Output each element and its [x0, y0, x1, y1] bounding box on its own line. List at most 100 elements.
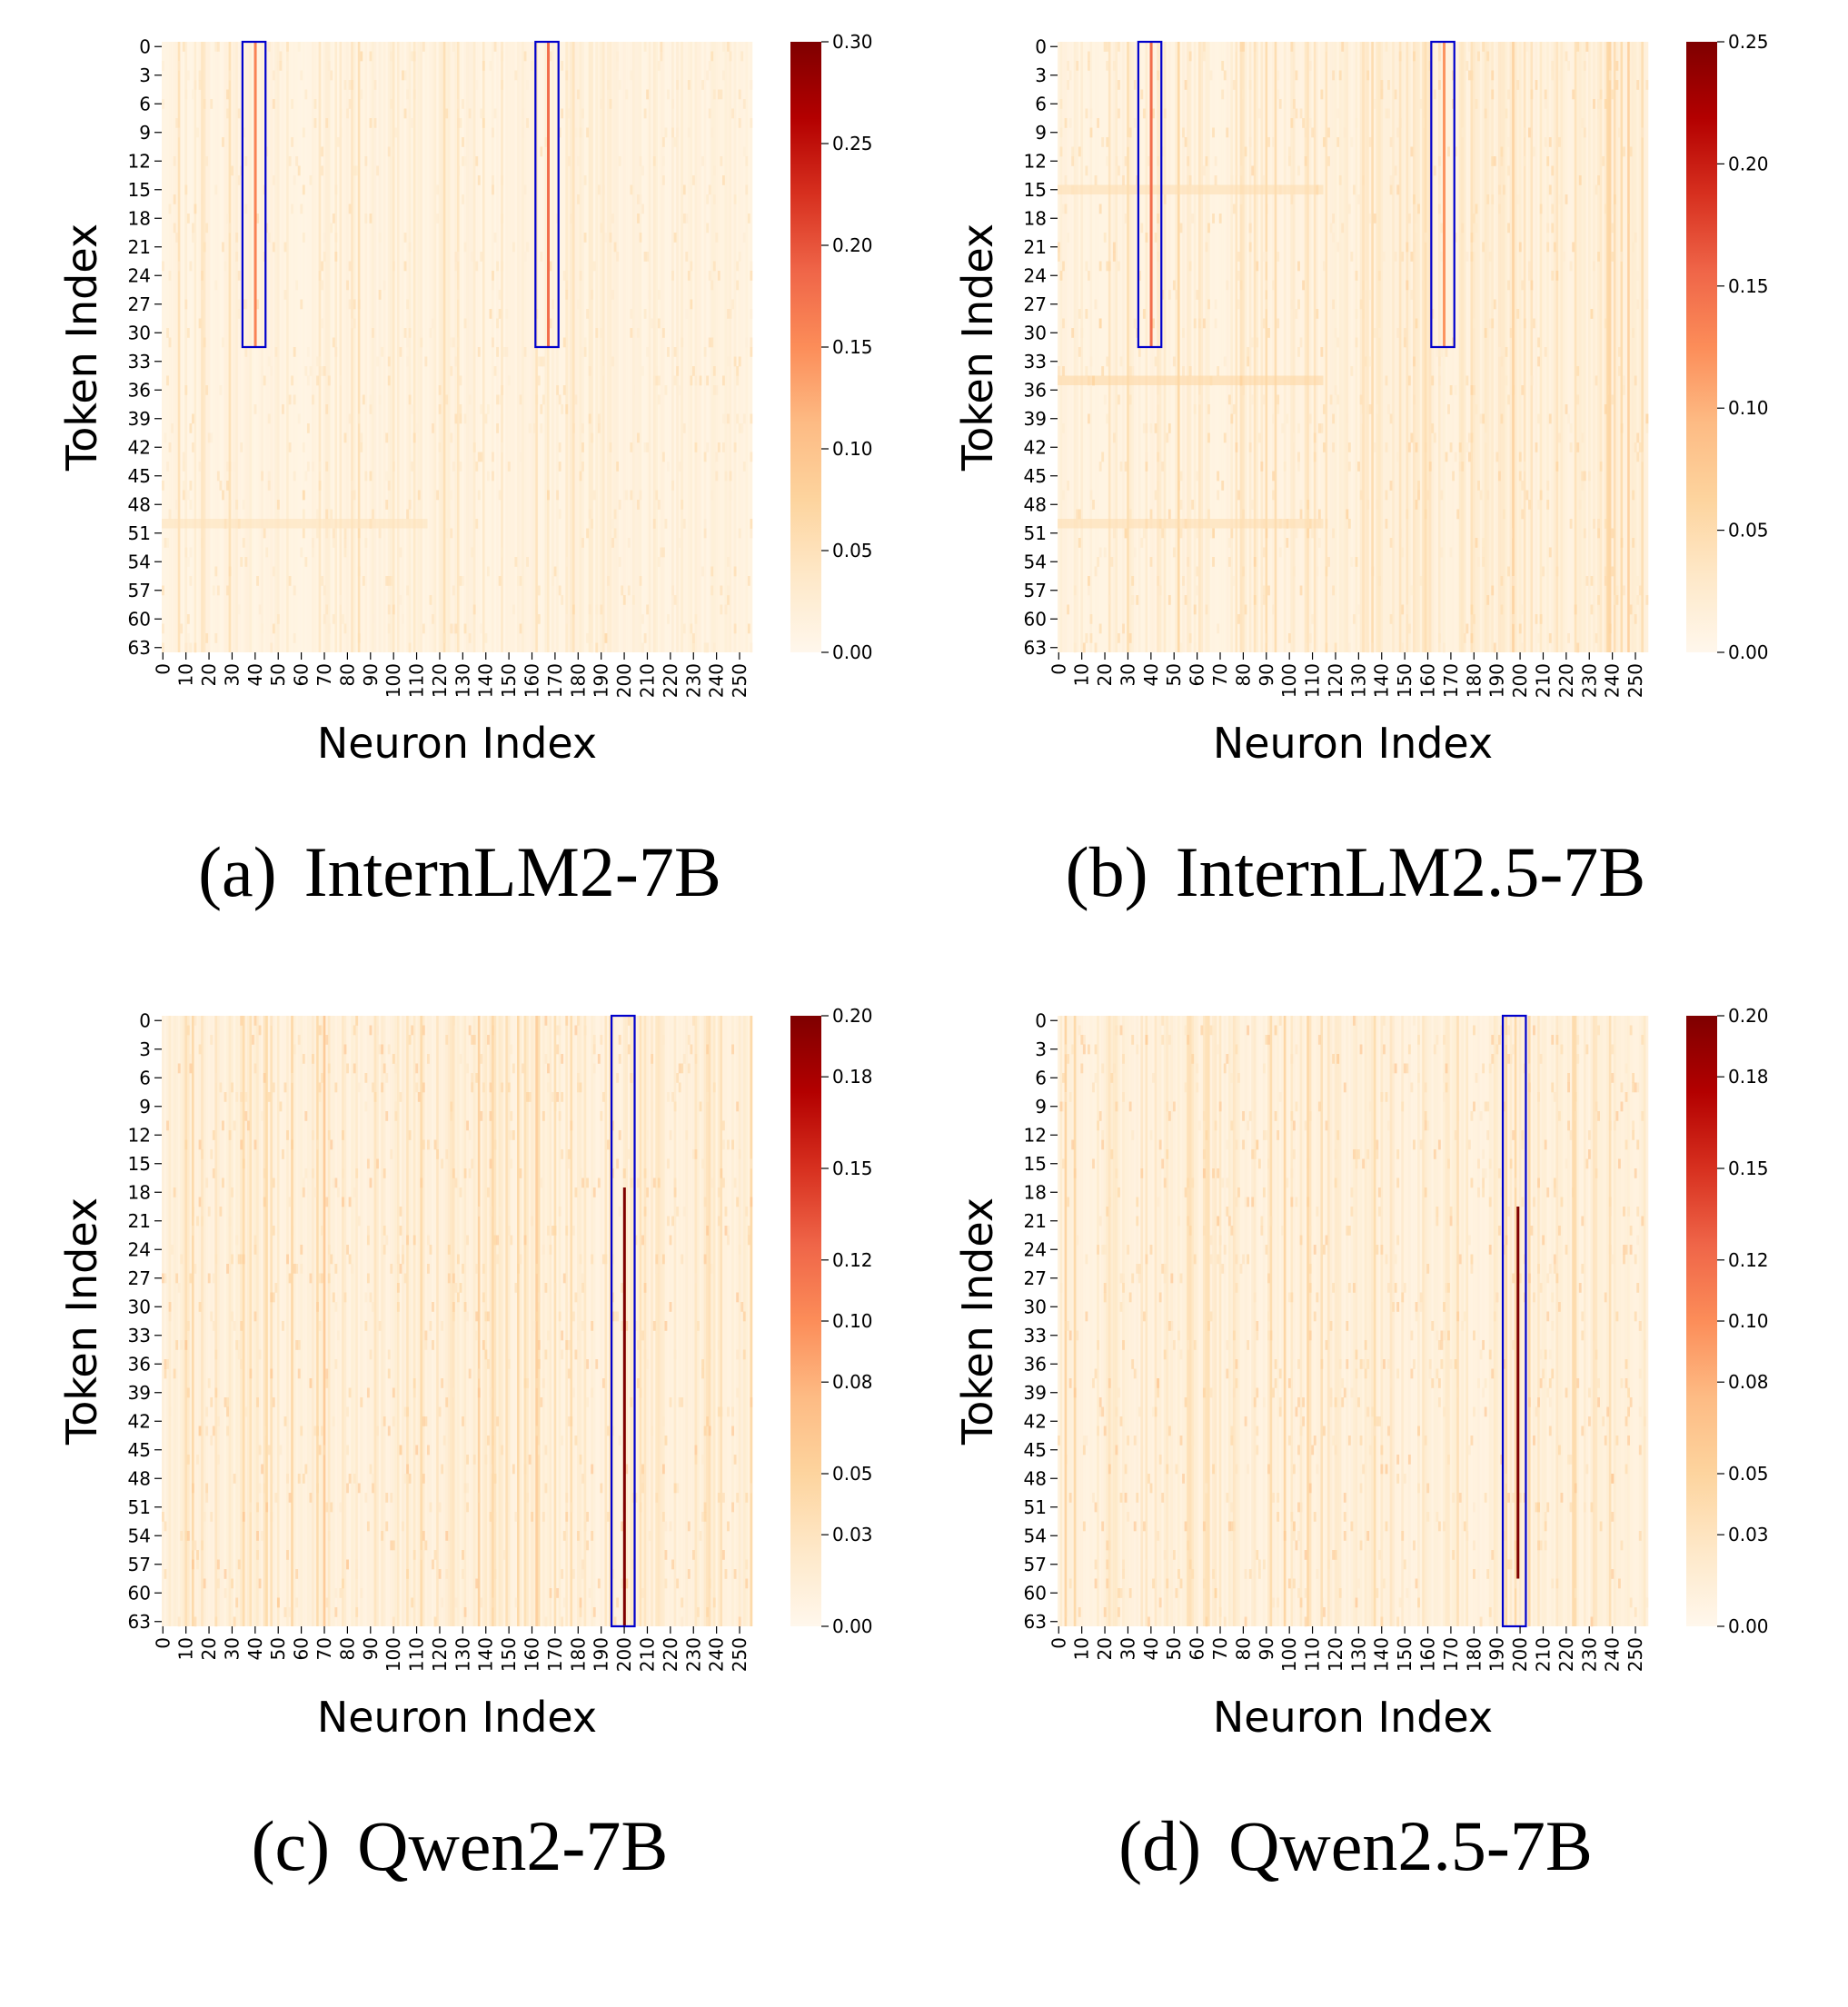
heatmap-cell: [1597, 528, 1600, 539]
heatmap-cell: [526, 1378, 530, 1388]
heatmap-cell: [694, 442, 698, 452]
heatmap-column: [597, 1016, 601, 1626]
heatmap-cell: [669, 1521, 672, 1532]
heatmap-cell: [1230, 175, 1234, 185]
heatmap-cell: [1308, 118, 1312, 128]
heatmap-column: [1454, 42, 1457, 652]
heatmap-cell: [1473, 214, 1475, 224]
heatmap-cell: [1267, 1321, 1270, 1331]
heatmap-cell: [1407, 214, 1411, 224]
heatmap-cell: [1583, 471, 1586, 482]
heatmap-cell: [738, 1149, 741, 1159]
heatmap-cell: [1482, 538, 1485, 548]
heatmap-cell: [445, 1149, 449, 1159]
heatmap-column: [1488, 42, 1492, 652]
heatmap-cell: [1458, 442, 1462, 452]
heatmap-cell: [1256, 1321, 1259, 1331]
colorbar-tick-label: 0.20: [832, 234, 873, 256]
heatmap-cell: [621, 1521, 624, 1532]
heatmap-column: [233, 42, 236, 652]
heatmap-cell: [173, 223, 176, 233]
heatmap-column: [1620, 1016, 1624, 1626]
heatmap-cell: [457, 337, 460, 348]
heatmap-cell: [625, 490, 629, 501]
heatmap-cell: [318, 99, 322, 109]
heatmap-cell: [498, 290, 502, 300]
heatmap-cell: [706, 1416, 710, 1426]
heatmap-cell: [1437, 204, 1441, 214]
heatmap-cell: [1212, 1025, 1215, 1036]
heatmap-cell: [270, 1016, 273, 1026]
heatmap-cell: [1226, 127, 1229, 138]
x-tick-label: 60: [1187, 663, 1208, 686]
heatmap-cell: [570, 1502, 573, 1513]
heatmap-column: [514, 1016, 518, 1626]
heatmap-column: [1377, 42, 1381, 652]
heatmap-cell: [1106, 1207, 1109, 1217]
heatmap-column: [422, 42, 425, 652]
heatmap-panel-d: 0369121518212427303336394245485154576063…: [953, 1005, 1769, 1885]
heatmap-column: [1237, 42, 1240, 652]
heatmap-cell: [1098, 1216, 1102, 1227]
heatmap-cell: [462, 194, 464, 204]
x-tick-label: 250: [1624, 663, 1646, 698]
heatmap-cell: [1085, 261, 1088, 272]
heatmap-column: [173, 42, 176, 652]
heatmap-cell: [667, 1158, 670, 1169]
heatmap-cell: [353, 165, 356, 176]
heatmap-cell: [1445, 1082, 1448, 1093]
heatmap-column: [394, 42, 398, 652]
heatmap-cell: [1611, 204, 1615, 214]
heatmap-cell: [618, 1436, 621, 1446]
heatmap-cell: [1145, 423, 1148, 433]
heatmap-cell: [1380, 1616, 1384, 1627]
heatmap-cell: [579, 271, 582, 281]
heatmap-cell: [360, 51, 363, 62]
heatmap-cell: [1473, 318, 1475, 329]
heatmap-cell: [487, 566, 490, 577]
heatmap-column: [519, 42, 522, 652]
heatmap-cell: [1428, 1368, 1432, 1379]
heatmap-cell: [214, 1387, 218, 1398]
heatmap-cell: [1638, 1406, 1642, 1417]
heatmap-cell: [369, 404, 373, 414]
heatmap-cell: [454, 356, 458, 367]
heatmap-cell: [1244, 1197, 1247, 1207]
y-tick-label: 18: [128, 207, 151, 229]
heatmap-cell: [1587, 471, 1591, 482]
heatmap-cell: [233, 1474, 236, 1484]
heatmap-cell: [1187, 1340, 1190, 1350]
heatmap-cell: [1507, 394, 1510, 405]
heatmap-cell: [706, 442, 710, 452]
heatmap-cell: [166, 1359, 169, 1369]
heatmap-cell: [1355, 1368, 1358, 1379]
heatmap-cell: [1359, 1044, 1363, 1055]
heatmap-cell: [1287, 1378, 1291, 1388]
heatmap-cell: [203, 1512, 206, 1522]
heatmap-cell: [249, 1502, 253, 1513]
heatmap-cell: [1347, 519, 1351, 529]
heatmap-column: [1197, 42, 1201, 652]
heatmap-cell: [323, 252, 326, 262]
heatmap-column: [1581, 42, 1585, 652]
heatmap-cell: [1212, 1464, 1215, 1475]
heatmap-cell: [1136, 1216, 1139, 1227]
heatmap-cell: [1537, 1502, 1540, 1513]
heatmap-cell: [1058, 1436, 1060, 1446]
heatmap-cell: [678, 538, 681, 548]
heatmap-column: [1128, 1016, 1132, 1626]
heatmap-column: [396, 1016, 400, 1626]
heatmap-cell: [1232, 80, 1236, 90]
heatmap-cell: [710, 280, 714, 291]
heatmap-column: [362, 42, 365, 652]
heatmap-column: [286, 42, 289, 652]
heatmap-cell: [1327, 127, 1330, 138]
heatmap-cell: [631, 1559, 635, 1570]
heatmap-cell: [625, 1321, 629, 1331]
heatmap-cell: [466, 1455, 469, 1465]
heatmap-cell: [657, 1177, 661, 1188]
heatmap-column: [592, 42, 596, 652]
heatmap-cell: [1518, 242, 1522, 253]
heatmap-cell: [1503, 1531, 1505, 1541]
heatmap-cell: [214, 280, 218, 291]
